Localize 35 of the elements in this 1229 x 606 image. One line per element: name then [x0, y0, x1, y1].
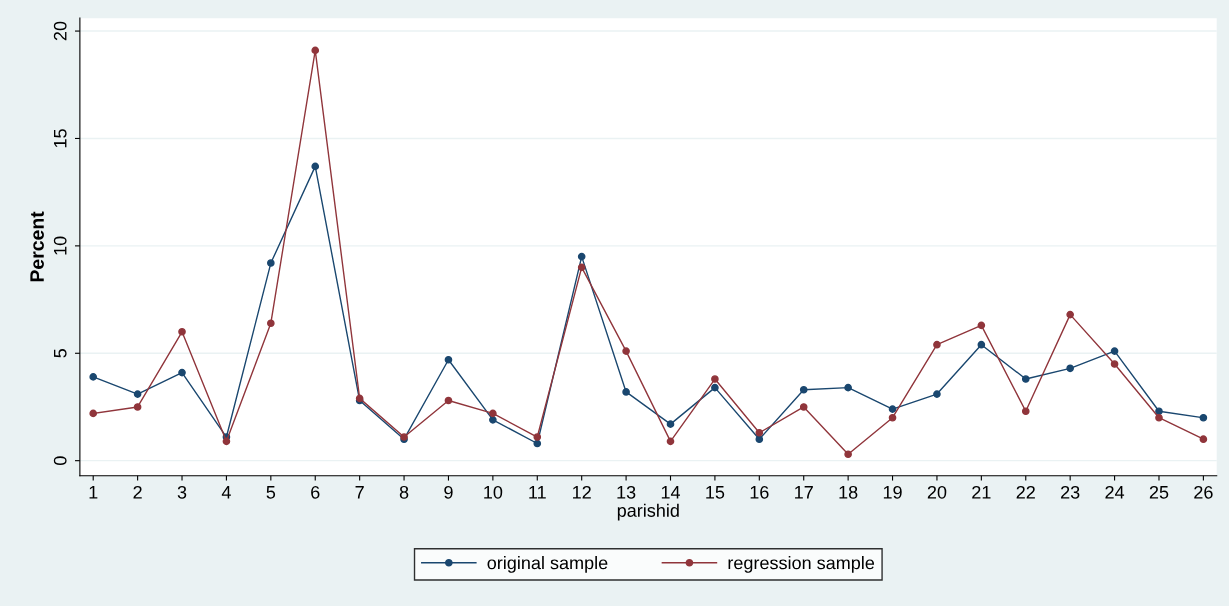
- x-tick-label: 5: [266, 486, 276, 499]
- y-axis-title: Percent: [30, 211, 44, 282]
- x-tick-label: 2: [133, 485, 142, 499]
- x-tick-label: 3: [177, 485, 187, 499]
- x-tick-label: 12: [573, 485, 591, 499]
- x-tick-label: 6: [311, 485, 320, 499]
- legend-label: original sample: [487, 556, 608, 573]
- y-tick-label: 5: [53, 349, 67, 358]
- x-tick-label: 16: [750, 485, 769, 499]
- x-tick-label: 18: [839, 485, 858, 499]
- x-tick-label: 7: [355, 486, 364, 499]
- x-tick-label: 23: [1061, 485, 1080, 499]
- x-tick-label: 10: [484, 485, 503, 499]
- x-tick-label: 21: [972, 485, 991, 499]
- x-tick-label: 22: [1016, 485, 1035, 499]
- x-tick-label: 8: [399, 485, 409, 499]
- x-tick-label: 25: [1149, 485, 1169, 499]
- x-tick-label: 1: [89, 486, 98, 499]
- x-tick-label: 24: [1105, 485, 1125, 499]
- legend-label: regression sample: [728, 556, 875, 573]
- x-axis-title: parishid: [617, 503, 679, 521]
- y-tick-label: 20: [53, 21, 67, 41]
- x-tick-label: 15: [706, 486, 725, 499]
- x-tick-label: 17: [795, 486, 813, 499]
- y-tick-label: 0: [53, 456, 67, 465]
- x-tick-label: 11: [529, 486, 546, 499]
- x-tick-label: 13: [617, 485, 636, 499]
- y-tick-label: 10: [53, 236, 67, 255]
- y-tick-label: 15: [53, 129, 67, 148]
- x-tick-label: 26: [1194, 485, 1213, 499]
- x-tick-label: 4: [221, 486, 231, 499]
- x-tick-label: 9: [444, 485, 453, 499]
- x-tick-label: 14: [661, 486, 681, 499]
- x-tick-label: 19: [883, 485, 902, 499]
- x-tick-label: 20: [927, 485, 947, 499]
